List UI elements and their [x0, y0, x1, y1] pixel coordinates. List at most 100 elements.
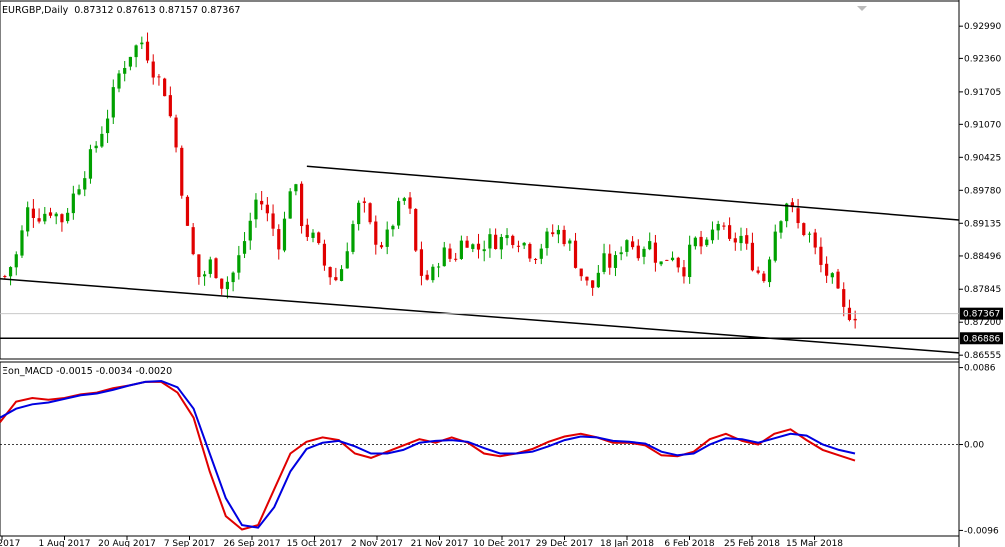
candle-body	[254, 199, 258, 220]
price-tick-label: 0.91705	[964, 88, 1001, 98]
time-axis: Jul 2017 1 Aug 2017 20 Aug 2017 7 Sep 2017 2…	[0, 536, 843, 547]
candle-body	[83, 178, 87, 190]
candle-body	[745, 235, 749, 244]
candle-body	[202, 274, 207, 277]
candle-body	[402, 198, 406, 201]
candle-body	[368, 203, 372, 223]
candle-body	[214, 258, 218, 279]
date-label: 15 Mar 2018	[786, 539, 843, 547]
candle-body	[225, 281, 230, 290]
candle-body	[459, 240, 463, 259]
candle-body	[322, 243, 327, 266]
price-tick-label: 0.86555	[964, 351, 1001, 361]
candle-body	[767, 259, 772, 283]
candle-body	[710, 229, 715, 241]
macd-panel[interactable]	[0, 361, 960, 537]
candle-body	[533, 259, 538, 261]
date-label: 2 Nov 2017	[351, 539, 403, 547]
candle-body	[66, 212, 70, 222]
price-axis: 0.92990 0.92360 0.91705 0.91070 0.90425 0.897…	[959, 22, 1001, 361]
candle-body	[288, 191, 292, 219]
price-tick-label: 0.89135	[964, 219, 1001, 229]
candle-body	[442, 247, 446, 267]
candle-body	[625, 240, 629, 252]
candle-body	[482, 249, 486, 252]
price-tick-label: 0.88496	[964, 252, 1001, 262]
price-tick-label: 0.92360	[964, 54, 1001, 64]
current-price-label: 0.87367	[963, 310, 1000, 320]
candle-body	[317, 232, 321, 244]
candle-body	[20, 230, 24, 256]
candle-body	[231, 272, 235, 283]
trendlines-group[interactable]: 0.87367 0.86886	[0, 165, 1003, 354]
price-tick-label: 0.87200	[964, 318, 1001, 328]
candle-body	[282, 218, 287, 251]
candle-body	[174, 117, 178, 148]
candle-body	[425, 274, 429, 280]
candle-body	[140, 42, 144, 45]
candle-body	[762, 273, 766, 282]
candle-body	[756, 270, 760, 273]
candle-body	[334, 277, 338, 281]
channel-top-trendline[interactable]	[306, 165, 960, 221]
candle-body	[60, 214, 64, 223]
macd-axis: 0.0086 0.00 -0.0096	[959, 364, 999, 536]
candle-body	[785, 203, 789, 222]
shift-marker-icon[interactable]	[857, 6, 867, 11]
candle-body	[790, 202, 794, 208]
candle-body	[733, 238, 737, 243]
candle-body	[157, 76, 161, 78]
price-tick-label: 0.91070	[964, 120, 1001, 130]
candle-body	[419, 249, 424, 276]
candle-body	[499, 237, 503, 250]
candle-body	[151, 61, 155, 78]
date-label: 6 Feb 2018	[664, 539, 715, 547]
price-tick-label: 0.92990	[964, 22, 1001, 32]
candle-body	[722, 225, 726, 227]
candle-body	[374, 221, 378, 245]
price-tick-label: 0.90425	[964, 153, 1001, 163]
candle-body	[31, 208, 35, 218]
candle-body	[14, 254, 18, 268]
candle-body	[123, 67, 127, 74]
candle-body	[294, 184, 298, 192]
candle-body	[699, 236, 703, 247]
candle-body	[397, 201, 401, 226]
candle-body	[659, 261, 663, 265]
candle-body	[208, 259, 212, 274]
support-trendline[interactable]	[0, 278, 960, 354]
candle-body	[357, 202, 361, 225]
candle-body	[551, 232, 555, 235]
candle-body	[345, 251, 349, 269]
candle-body	[813, 232, 817, 248]
candle-body	[26, 207, 30, 232]
candle-body	[185, 196, 190, 226]
macd-signal-line	[0, 379, 856, 529]
candle-body	[505, 235, 509, 239]
candle-body	[642, 248, 646, 257]
candle-body	[8, 267, 13, 277]
candle-body	[796, 208, 800, 224]
candle-body	[414, 208, 418, 251]
candle-body	[545, 231, 549, 249]
candle-body	[168, 95, 172, 117]
candle-body	[596, 272, 600, 288]
candle-body	[539, 248, 543, 259]
candle-body	[242, 241, 247, 254]
candle-body	[379, 245, 384, 248]
candle-body	[94, 145, 98, 149]
date-label: 15 Oct 2017	[287, 539, 343, 547]
candle-body	[568, 240, 572, 244]
candle-body	[134, 45, 138, 58]
candle-body	[516, 245, 521, 247]
candle-body	[676, 257, 680, 268]
candle-body	[43, 213, 47, 222]
candle-body	[665, 259, 669, 261]
candle-body	[385, 229, 389, 247]
date-label: 26 Sep 2017	[223, 539, 280, 547]
candle-body	[311, 232, 315, 238]
candle-body	[819, 246, 823, 265]
candle-body	[562, 229, 566, 245]
candle-body	[77, 189, 81, 195]
